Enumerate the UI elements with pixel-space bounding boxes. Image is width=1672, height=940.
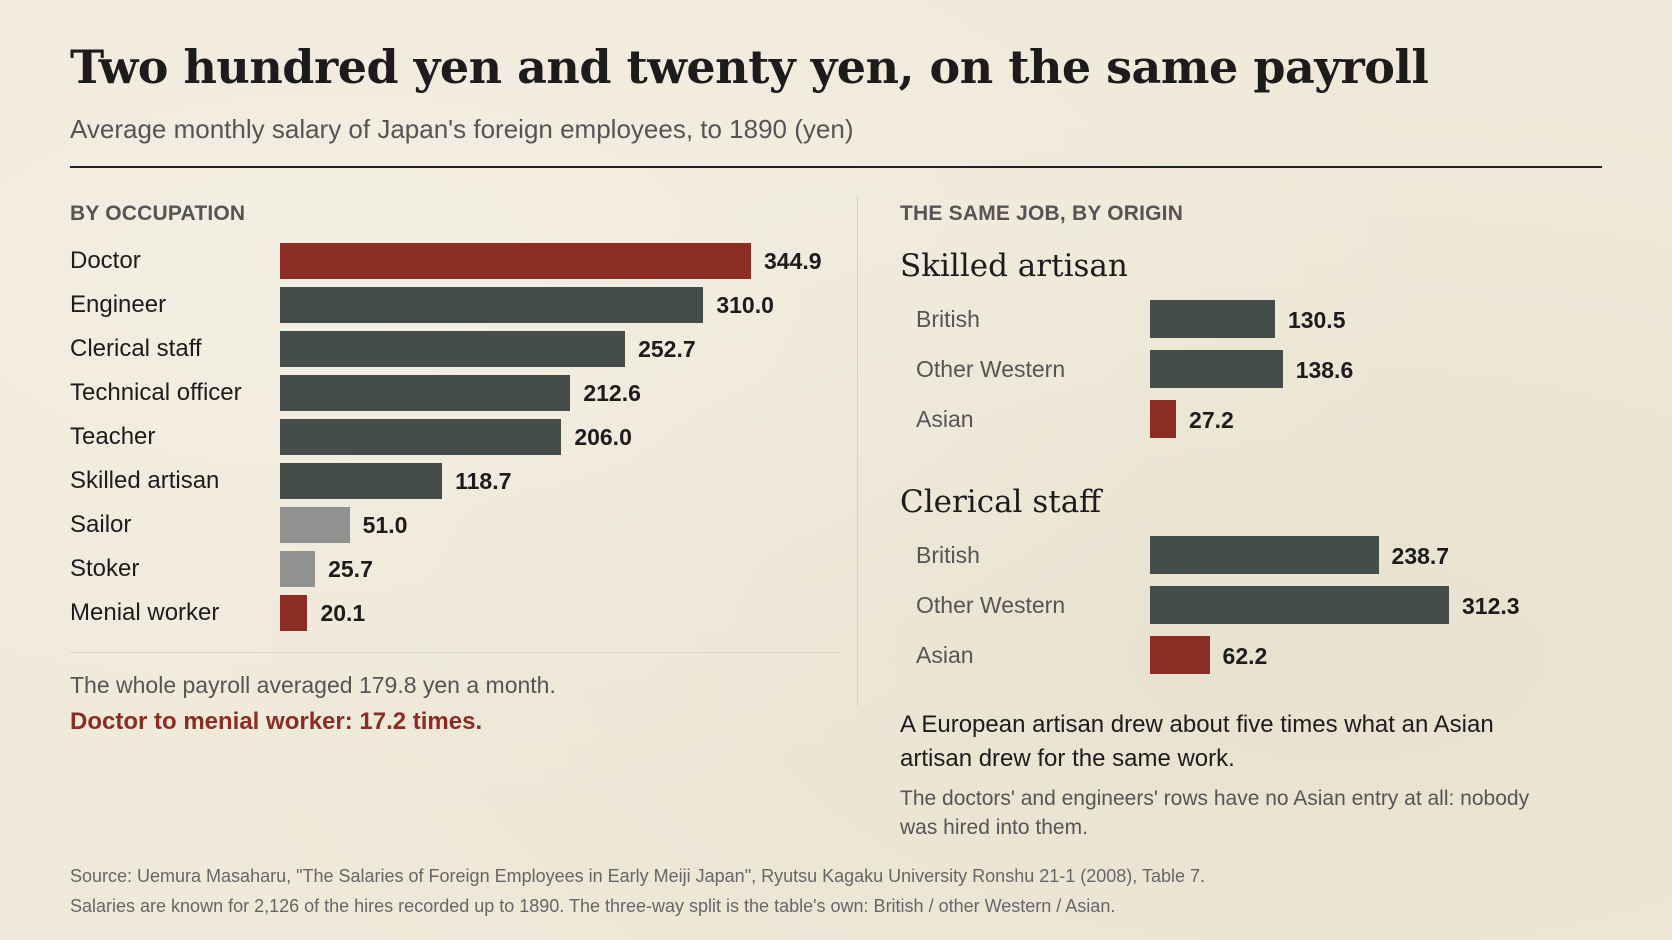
origin-label-skilled-artisan-british: British <box>916 306 980 332</box>
category-label-stoker: Stoker <box>70 555 140 582</box>
bar-sailor <box>280 507 350 543</box>
value-label-teacher: 206.0 <box>574 424 632 450</box>
column-divider <box>857 196 858 706</box>
payroll-average-note: The whole payroll averaged 179.8 yen a m… <box>70 672 556 698</box>
group-title-skilled-artisan: Skilled artisan <box>900 248 1128 284</box>
header-rule <box>70 166 1602 168</box>
left-panel-rule <box>70 652 840 653</box>
category-label-clerical-staff: Clerical staff <box>70 335 202 362</box>
chart-subtitle: Average monthly salary of Japan's foreig… <box>70 114 854 144</box>
bar-engineer <box>280 287 704 323</box>
bar-skilled-artisan-british <box>1150 300 1275 338</box>
origin-label-skilled-artisan-other-western: Other Western <box>916 356 1066 382</box>
category-label-skilled-artisan: Skilled artisan <box>70 467 220 494</box>
origin-label-skilled-artisan-asian: Asian <box>916 406 974 432</box>
category-label-engineer: Engineer <box>70 291 167 318</box>
category-label-doctor: Doctor <box>70 247 141 274</box>
value-label-sailor: 51.0 <box>362 512 408 538</box>
artisan-comparison-note: A European artisan drew about five times… <box>900 711 1494 772</box>
bar-menial-worker <box>280 595 308 631</box>
bar-technical-officer <box>280 375 571 411</box>
bar-clerical-staff-asian <box>1150 636 1210 674</box>
bar-doctor <box>280 243 751 279</box>
value-label-clerical-staff-other-western: 312.3 <box>1462 593 1520 619</box>
category-label-menial-worker: Menial worker <box>70 599 220 626</box>
bar-teacher <box>280 419 562 455</box>
value-label-clerical-staff-asian: 62.2 <box>1222 643 1268 669</box>
source-citation: Source: Uemura Masaharu, "The Salaries o… <box>70 866 1205 886</box>
value-label-skilled-artisan-british: 130.5 <box>1287 307 1346 333</box>
section-label-occupation: BY OCCUPATION <box>70 202 246 225</box>
value-label-skilled-artisan: 118.7 <box>455 468 512 494</box>
value-label-skilled-artisan-asian: 27.2 <box>1189 407 1234 433</box>
bar-clerical-staff-other-western <box>1150 586 1449 624</box>
value-label-menial-worker: 20.1 <box>320 600 366 626</box>
origin-label-clerical-staff-other-western: Other Western <box>916 592 1066 618</box>
bar-stoker <box>280 551 316 587</box>
bar-clerical-staff-british <box>1150 536 1379 574</box>
section-label-origin: THE SAME JOB, BY ORIGIN <box>900 202 1184 225</box>
bar-skilled-artisan <box>280 463 443 499</box>
bar-skilled-artisan-other-western <box>1150 350 1283 388</box>
value-label-doctor: 344.9 <box>764 248 822 274</box>
origin-label-clerical-staff-british: British <box>916 542 980 568</box>
no-asian-entry-note: The doctors' and engineers' rows have no… <box>900 787 1530 839</box>
bar-clerical-staff <box>280 331 626 367</box>
value-label-engineer: 310.0 <box>716 292 774 318</box>
value-label-clerical-staff: 252.7 <box>638 336 696 362</box>
category-label-technical-officer: Technical officer <box>70 379 242 406</box>
group-title-clerical-staff: Clerical staff <box>900 484 1102 520</box>
value-label-technical-officer: 212.6 <box>583 380 641 406</box>
value-label-clerical-staff-british: 238.7 <box>1391 543 1450 569</box>
value-label-stoker: 25.7 <box>328 556 373 582</box>
ratio-highlight: Doctor to menial worker: 17.2 times. <box>70 708 483 735</box>
category-label-sailor: Sailor <box>70 511 132 538</box>
value-label-skilled-artisan-other-western: 138.6 <box>1295 357 1354 383</box>
source-note: Salaries are known for 2,126 of the hire… <box>70 896 1116 916</box>
origin-label-clerical-staff-asian: Asian <box>916 642 974 668</box>
chart-title: Two hundred yen and twenty yen, on the s… <box>70 40 1429 94</box>
category-label-teacher: Teacher <box>70 423 156 450</box>
bar-skilled-artisan-asian <box>1150 400 1177 438</box>
